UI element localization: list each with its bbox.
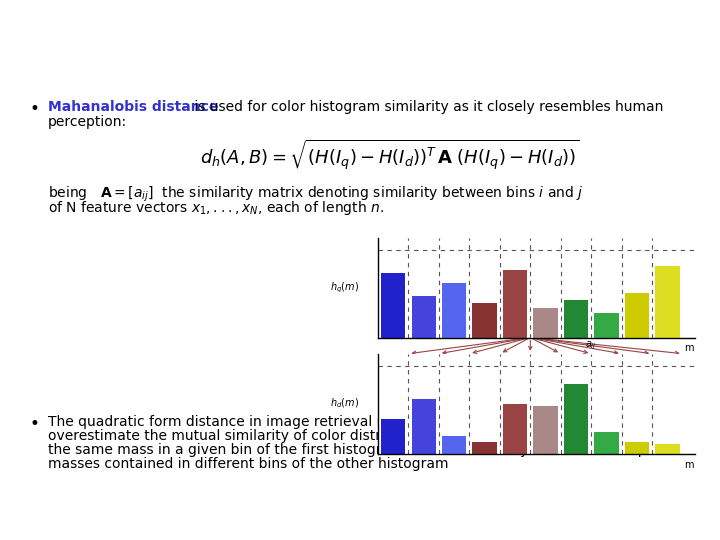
Bar <box>655 444 680 454</box>
Text: overestimate the mutual similarity of color distributions without a pronounced m: overestimate the mutual similarity of co… <box>48 429 642 443</box>
Bar <box>564 300 588 338</box>
Text: m: m <box>684 343 693 354</box>
Bar <box>472 442 497 454</box>
Text: $a_{ij}$: $a_{ij}$ <box>585 340 597 352</box>
Bar <box>534 406 558 454</box>
Bar <box>381 273 405 338</box>
Bar <box>655 266 680 338</box>
Text: •: • <box>30 415 40 433</box>
Bar <box>412 399 436 454</box>
Y-axis label: $h_d(m)$: $h_d(m)$ <box>330 397 359 410</box>
Text: perception:: perception: <box>48 115 127 129</box>
Text: the same mass in a given bin of the first histogram is simultaneously made to co: the same mass in a given bin of the firs… <box>48 443 691 457</box>
Bar <box>472 302 497 338</box>
Bar <box>412 295 436 338</box>
Text: being   $\mathbf{A}=\left[a_{ij}\right]$  the similarity matrix denoting similar: being $\mathbf{A}=\left[a_{ij}\right]$ t… <box>48 185 583 204</box>
Bar <box>381 418 405 454</box>
Text: is used for color histogram similarity as it closely resembles human: is used for color histogram similarity a… <box>190 100 663 114</box>
Bar <box>594 431 618 454</box>
Bar <box>534 308 558 338</box>
Bar <box>503 404 527 454</box>
Bar <box>564 383 588 454</box>
Text: m: m <box>684 460 693 470</box>
Bar <box>442 436 467 454</box>
Bar <box>625 293 649 338</box>
Text: Mahanalobis distance: Mahanalobis distance <box>48 100 218 114</box>
Bar <box>503 269 527 338</box>
Y-axis label: $h_q(m)$: $h_q(m)$ <box>330 280 359 295</box>
Bar <box>442 282 467 338</box>
Bar <box>594 313 618 338</box>
Text: masses contained in different bins of the other histogram: masses contained in different bins of th… <box>48 457 449 471</box>
Text: The quadratic form distance in image retrieval results in false positives becaus: The quadratic form distance in image ret… <box>48 415 681 429</box>
Text: of N feature vectors $x_1,...,x_N$, each of length $n$.: of N feature vectors $x_1,...,x_N$, each… <box>48 199 384 217</box>
Text: $d_h(A,B)=\sqrt{(H(I_q)-H(I_d))^T\,\mathbf{A}\;(H(I_q)-H(I_d))}$: $d_h(A,B)=\sqrt{(H(I_q)-H(I_d))^T\,\math… <box>200 138 580 172</box>
Bar <box>625 442 649 454</box>
Text: •: • <box>30 100 40 118</box>
